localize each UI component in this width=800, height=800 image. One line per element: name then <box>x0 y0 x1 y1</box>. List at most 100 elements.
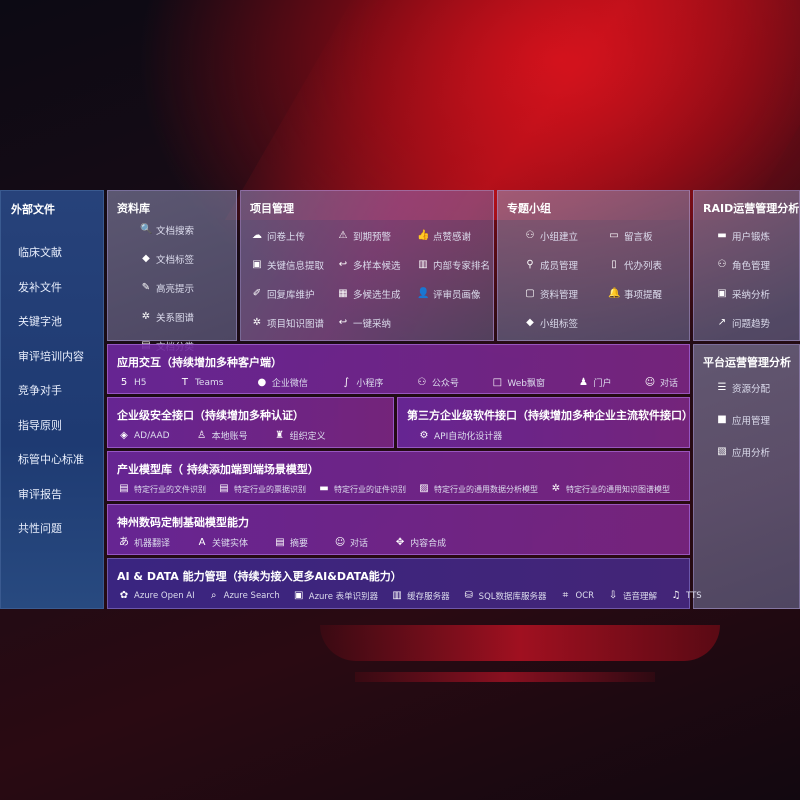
feature-item[interactable]: ▬ 特定行业的证件识别 <box>318 483 406 495</box>
feature-item[interactable]: ♟ 门户 <box>577 376 612 390</box>
feature-item[interactable]: ↗ 问题趋势 <box>716 308 770 337</box>
tts-icon: ♫ <box>671 590 681 601</box>
users-icon: ⚇ <box>417 376 427 388</box>
feature-label: 本地账号 <box>211 432 248 442</box>
sidebar-item[interactable]: 标管中心标准 <box>18 453 84 466</box>
feature-item[interactable]: ✎ 高亮提示 <box>140 273 194 302</box>
sidebar-item[interactable]: 审评培训内容 <box>18 349 84 363</box>
account-icon: ♙ <box>197 429 207 441</box>
feature-item[interactable]: □ Web飘窗 <box>491 376 545 390</box>
feature-item[interactable]: ♫ TTS <box>670 590 702 602</box>
feature-item[interactable]: 👤 评审员画像 <box>417 279 497 308</box>
feature-item[interactable]: あ机器翻译 <box>118 536 170 550</box>
feature-item[interactable]: ▤ 摘要 <box>274 536 309 550</box>
apps-icon: ■ <box>717 413 727 425</box>
sidebar-item[interactable]: 共性问题 <box>18 522 62 535</box>
feature-item[interactable]: ♙ 本地账号 <box>196 429 248 443</box>
sidebar-item[interactable]: 临床文献 <box>18 246 62 259</box>
feature-item[interactable]: ⌗ OCR <box>560 590 594 602</box>
feature-item[interactable]: ↩ 一键采纳 <box>337 308 417 337</box>
feature-item[interactable]: ∫ 小程序 <box>340 376 384 390</box>
panel-title: RAID运营管理分析 <box>703 202 800 215</box>
panel-title: 资料库 <box>117 202 150 215</box>
sidebar-item[interactable]: 关键字池 <box>18 315 62 328</box>
sidebar-external-files: 外部文件 临床文献发补文件关键字池审评培训内容 竞争对手指导原则标管中心标准 审评报… <box>0 190 104 609</box>
feature-item[interactable]: ✲ 项目知识图谱 <box>251 308 337 337</box>
feature-item[interactable]: ↩ 多样本候选 <box>337 250 417 279</box>
feature-label: 事项提醒 <box>624 289 663 301</box>
feature-label: 到期预警 <box>353 231 392 243</box>
feature-label: 关系图谱 <box>156 312 195 324</box>
feature-item[interactable]: 🔍 文档搜索 <box>140 215 194 244</box>
feature-item[interactable]: ◆ 小组标签 <box>524 308 608 337</box>
feature-item[interactable]: ▯ 代办列表 <box>608 250 688 279</box>
feature-item[interactable]: ▤ 特定行业的文件识别 <box>118 483 206 495</box>
feature-item[interactable]: ■ 应用管理 <box>716 405 770 434</box>
feature-item[interactable]: ✐ 回复库维护 <box>251 279 337 308</box>
feature-label: 小程序 <box>356 379 384 389</box>
feature-item[interactable]: ▥ 缓存服务器 <box>391 590 449 602</box>
feature-item[interactable]: ▣ 采纳分析 <box>716 279 770 308</box>
feature-item[interactable]: ▧ 应用分析 <box>716 437 770 466</box>
panel-thirdparty: 第三方企业级软件接口（持续增加多种企业主流软件接口） ⚙ API自动化设计器 <box>397 397 693 448</box>
feature-item[interactable]: A 关键实体 <box>196 536 248 550</box>
feature-item[interactable]: ▥ 内部专家排名 <box>417 250 497 279</box>
feature-item[interactable]: ⚇ 角色管理 <box>716 250 771 279</box>
feature-item[interactable]: ☁ 问卷上传 <box>251 221 337 250</box>
feature-item[interactable]: ⚇ 公众号 <box>416 376 459 390</box>
feature-item[interactable]: ▣ 关键信息提取 <box>251 250 337 279</box>
sidebar-item[interactable]: 指导原则 <box>18 418 62 432</box>
feature-item[interactable]: ● 企业微信 <box>256 376 308 390</box>
sidebar-item[interactable]: 审评报告 <box>18 487 62 501</box>
feature-item[interactable]: ▦ 多候选生成 <box>337 279 417 308</box>
feature-label: 特定行业的通用数据分析模型 <box>434 484 538 494</box>
sidebar-item[interactable]: 竞争对手 <box>18 384 62 397</box>
feature-item[interactable]: ◈ AD/AAD <box>118 430 169 442</box>
feature-label: 小组建立 <box>540 231 579 243</box>
feature-item[interactable]: 👍 点赞感谢 <box>417 221 497 250</box>
feature-item[interactable]: ☺ 对话 <box>644 376 678 390</box>
chat-icon: ☺ <box>644 376 656 388</box>
panel-app-interaction: 应用交互（持续增加多种客户端） 5 H5 T Teams ● 企业微信 ∫ 小程序 ⚇ 公众号 □ W… <box>107 344 690 394</box>
feature-item[interactable]: ♜ 组织定义 <box>274 429 326 443</box>
feature-item[interactable]: ▬ 用户锻炼 <box>716 221 770 250</box>
wechat-icon: ● <box>257 376 267 388</box>
sidebar-item[interactable]: 发补文件 <box>18 280 62 294</box>
feature-label: 应用分析 <box>732 447 771 459</box>
feature-item[interactable]: ☰ 资源分配 <box>716 373 771 402</box>
feature-item[interactable]: ☺ 对话 <box>334 536 368 550</box>
feature-item[interactable]: ⚠ 到期预警 <box>337 221 417 250</box>
feature-item[interactable]: 5 H5 <box>118 377 147 389</box>
feature-item[interactable]: ✲ 特定行业的通用知识图谱模型 <box>550 483 670 495</box>
feature-item[interactable]: ▣ Azure 表单识别器 <box>293 590 378 602</box>
feature-label: 内容合成 <box>410 539 447 549</box>
feature-item[interactable]: ⌕ Azure Search <box>208 590 280 602</box>
graph-icon: ✲ <box>252 316 262 328</box>
chat-icon: ☺ <box>334 536 346 548</box>
feature-item[interactable]: 🔔 事项提醒 <box>608 279 688 308</box>
sidebar-title: 外部文件 <box>11 203 55 216</box>
feature-item[interactable]: ⚙ API自动化设计器 <box>418 429 503 443</box>
chart-icon: ▨ <box>419 483 429 494</box>
feature-label: 摘要 <box>290 539 309 549</box>
feature-item[interactable]: ⇩ 语音理解 <box>607 590 657 602</box>
feature-item[interactable]: ✥ 内容合成 <box>394 536 447 550</box>
feature-item[interactable]: ▭ 留言板 <box>608 221 688 250</box>
feature-item[interactable]: ⚇ 小组建立 <box>524 221 608 250</box>
feature-item[interactable]: T Teams <box>179 377 224 389</box>
feature-label: 公众号 <box>431 379 459 389</box>
feature-item[interactable]: ▢ 资料管理 <box>524 279 608 308</box>
feature-label: 文档搜索 <box>156 225 195 237</box>
feature-item[interactable]: ⛁ SQL数据库服务器 <box>463 590 546 602</box>
user-icon: 👤 <box>417 287 430 299</box>
feature-item[interactable]: ⚲ 成员管理 <box>524 250 608 279</box>
feature-label: 应用管理 <box>732 415 771 427</box>
entity-icon: A <box>198 536 206 548</box>
feature-item[interactable]: ▤ 特定行业的票据识别 <box>218 483 306 495</box>
panel-group: 专题小组 ⚇ 小组建立 ▭ 留言板 ⚲ 成员管理 ▯ 代办列表 ▢ 资料管理 🔔 事项提醒 ◆ 小组标签 <box>497 190 690 341</box>
feature-item[interactable]: ✿ Azure Open AI <box>118 590 195 602</box>
feature-item[interactable]: ◆ 文档标签 <box>140 244 194 273</box>
feature-label: 特定行业的证件识别 <box>334 484 406 494</box>
feature-item[interactable]: ✲ 关系图谱 <box>140 302 194 331</box>
feature-item[interactable]: ▨ 特定行业的通用数据分析模型 <box>418 483 538 495</box>
